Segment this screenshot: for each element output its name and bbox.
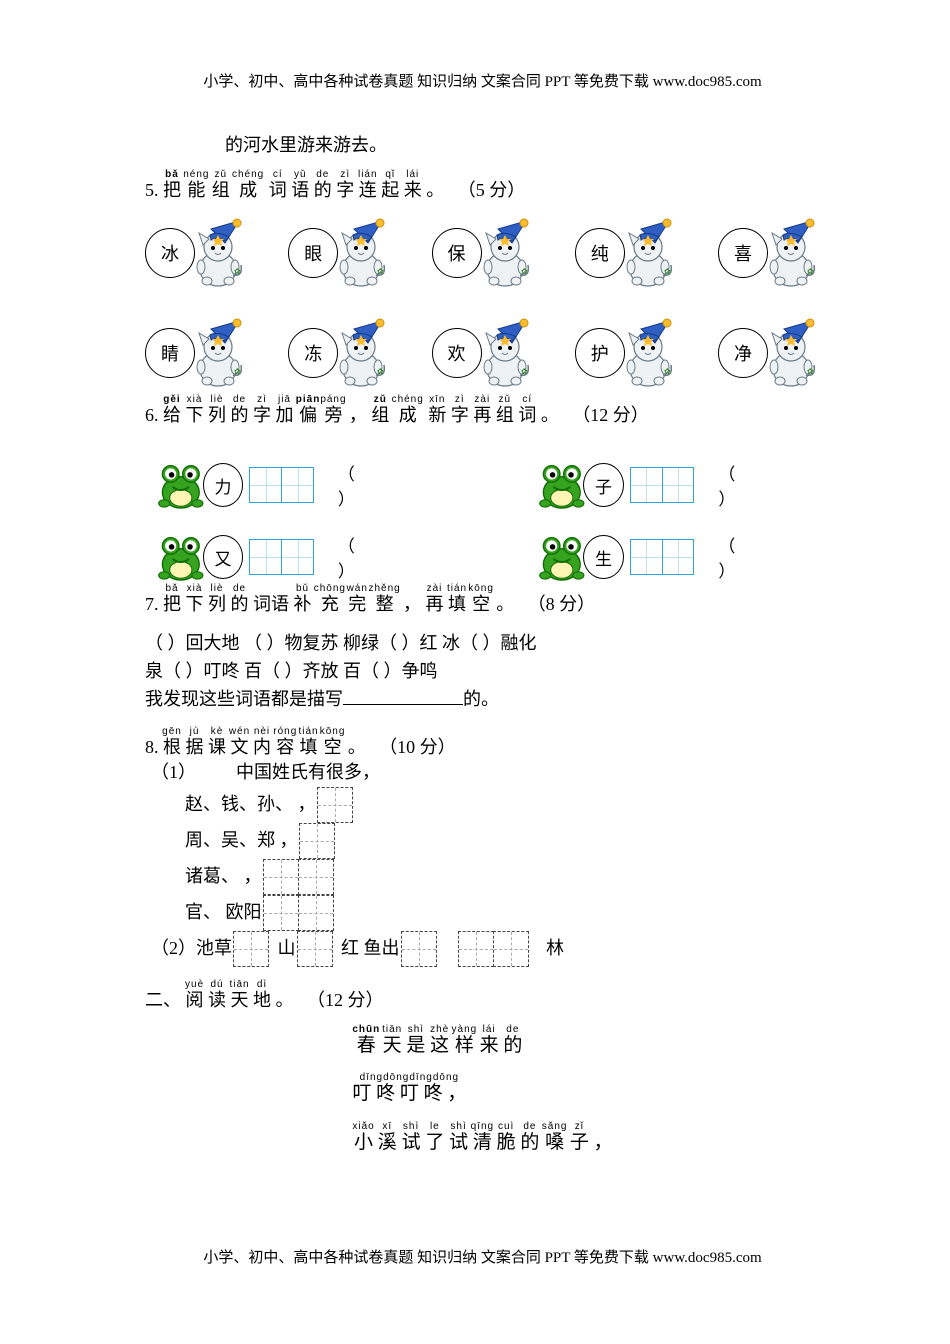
frog-icon (155, 529, 207, 585)
q5-row1: 冰 眼 保 纯 喜 (145, 218, 820, 288)
q8-prompt: 8. 根gēn 据jù 课kè 文wén 内nèi 容róng 填tián 空k… (145, 726, 820, 759)
poem-line3: 小xiǎo 溪xī 试shì 了le 试shì 清qīng 脆cuì 的de 嗓… (352, 1121, 612, 1156)
worksheet-page: 小学、初中、高中各种试卷真题 知识归纳 文案合同 PPT 等免费下载 www.d… (0, 0, 950, 1327)
q8-number: 8. (145, 737, 159, 757)
cat-icon (476, 217, 534, 289)
page-header: 小学、初中、高中各种试卷真题 知识归纳 文案合同 PPT 等免费下载 www.d… (145, 70, 820, 91)
blank-paren: （ ） (338, 460, 440, 510)
cat-icon (189, 317, 247, 389)
q5-number: 5. (145, 180, 159, 200)
q6-grid: 力 （ ） 又 （ ） 子 （ ） 生 (155, 457, 820, 585)
q8-score: （10 分） (379, 737, 456, 757)
cat-icon (332, 317, 390, 389)
write-grid (630, 467, 695, 503)
frog-icon (536, 529, 588, 585)
q6-item: 力 （ ） (155, 457, 440, 513)
write-grid (249, 467, 314, 503)
poem-title: 春chūn 天tiān 是shì 这zhè 样yàng 来lái 的de (352, 1024, 612, 1059)
section2-heading: 二、 阅yuè 读dú 天tiān 地dì 。 （12 分） (145, 979, 820, 1012)
poem-line2: 叮 咚 叮 咚 ，dīngdōngdīngdōng (352, 1072, 612, 1107)
write-grid (630, 539, 695, 575)
reading-passage: 春chūn 天tiān 是shì 这zhè 样yàng 来lái 的de 叮 咚… (145, 1024, 820, 1156)
cat-icon (332, 217, 390, 289)
section2-score: （12 分） (307, 990, 384, 1010)
q8-body: （1） 中国姓氏有很多， 赵、钱、孙、 ， 周、吴、郑 ， 诸葛、 ， 官、 欧… (145, 759, 820, 967)
q5-row2: 睛 冻 欢 护 净 (145, 318, 820, 388)
cat-icon (476, 317, 534, 389)
q6-prompt: 6. 给gěi 下xià 列liè 的de 字zì 加jiā 偏piān 旁pá… (145, 394, 820, 427)
q5-prompt: 5. 把bǎ 能néng 组zǔ 成chéng 词cí 语yǔ 的de 字zì … (145, 169, 820, 202)
q7-score: （8 分） (528, 594, 596, 614)
cat-icon (619, 217, 677, 289)
cat-icon (762, 217, 820, 289)
page-footer: 小学、初中、高中各种试卷真题 知识归纳 文案合同 PPT 等免费下载 www.d… (145, 1246, 820, 1267)
q7-number: 7. (145, 594, 159, 614)
frog-icon (536, 457, 588, 513)
frog-icon (155, 457, 207, 513)
continuation-text: 的河水里游来游去。 (225, 131, 820, 157)
write-grid (249, 539, 314, 575)
cat-icon (189, 217, 247, 289)
q5-score: （5 分） (458, 176, 526, 202)
word-node: 冰 (145, 218, 247, 288)
cat-icon (762, 317, 820, 389)
cat-icon (619, 317, 677, 389)
q7-line1: （ ）回大地 （ ）物复苏 柳绿（ ）红 冰（ ）融化 (145, 630, 820, 658)
q7-prompt: 7. 把bǎ 下xià 列liè 的de 词语 补bǔ 充chōng 完wán … (145, 583, 820, 616)
q6-score: （12 分） (572, 405, 649, 425)
q7-line2: 泉（ ）叮咚 百（ ）齐放 百（ ）争鸣 (145, 658, 820, 686)
q7-line3: 我发现这些词语都是描写的。 (145, 686, 820, 714)
q6-number: 6. (145, 405, 159, 425)
char-circle: 冰 (145, 228, 195, 278)
